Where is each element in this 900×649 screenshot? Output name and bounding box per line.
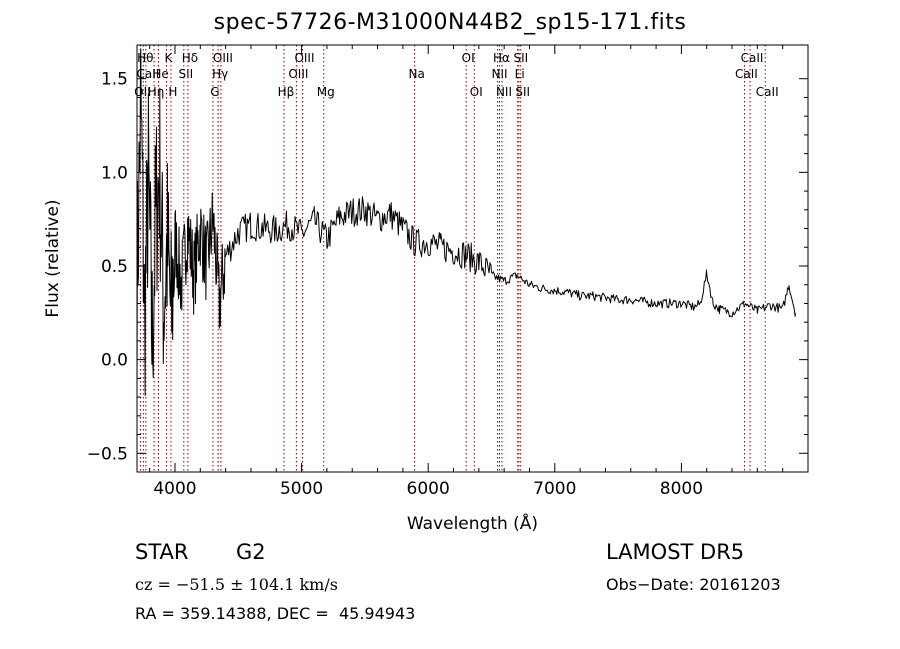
line-label: OIII [288,67,308,81]
line-label: H [168,85,177,99]
line-label: NII [496,85,512,99]
line-label: K [165,51,174,65]
y-tick-label: 0.5 [101,257,128,277]
x-tick-label: 6000 [407,479,450,499]
survey-name: LAMOST DR5 [606,540,745,564]
x-tick-label: 7000 [533,479,576,499]
line-label: Na [408,67,424,81]
y-tick-label: 1.5 [101,70,128,90]
chart-title: spec-57726-M31000N44B2_sp15-171.fits [213,10,687,35]
line-label: Hβ [278,85,295,99]
line-label: OI [462,51,475,65]
y-tick-label: 0.0 [101,351,128,371]
x-tick-label: 8000 [660,479,703,499]
x-axis-label: Wavelength (Å) [407,512,538,534]
line-label: OIII [213,51,233,65]
plot-frame [136,44,809,473]
y-tick-label: −0.5 [87,444,128,464]
line-label: Hδ [182,51,198,65]
line-label: SII [515,85,530,99]
line-label: CaII [756,85,779,99]
line-label: He [152,67,168,81]
spectrum-line [136,48,796,398]
line-label: CaII [735,67,758,81]
y-axis-label: Flux (relative) [43,199,63,317]
line-label: OII [134,85,151,99]
line-label: Hθ [137,51,153,65]
object-class: STAR [135,540,189,564]
line-label: Mg [317,85,335,99]
coordinates-text: RA = 359.14388, DEC = 45.94943 [135,604,416,623]
line-label: OI [470,85,483,99]
line-label: Hη [148,85,165,99]
line-label: OIII [294,51,314,65]
line-label: G [210,85,219,99]
x-tick-label: 5000 [280,479,323,499]
line-label: CaII [741,51,764,65]
obs-date-text: Obs−Date: 20161203 [606,575,781,594]
line-label: Li [515,67,525,81]
object-subclass: G2 [236,540,266,564]
line-label: SII [178,67,193,81]
line-label: Hγ [212,67,228,81]
y-tick-label: 1.0 [101,163,128,183]
redshift-text: cz = −51.5 ± 104.1 km/s [135,575,338,594]
x-tick-label: 4000 [153,479,196,499]
line-label: CaII [136,67,159,81]
